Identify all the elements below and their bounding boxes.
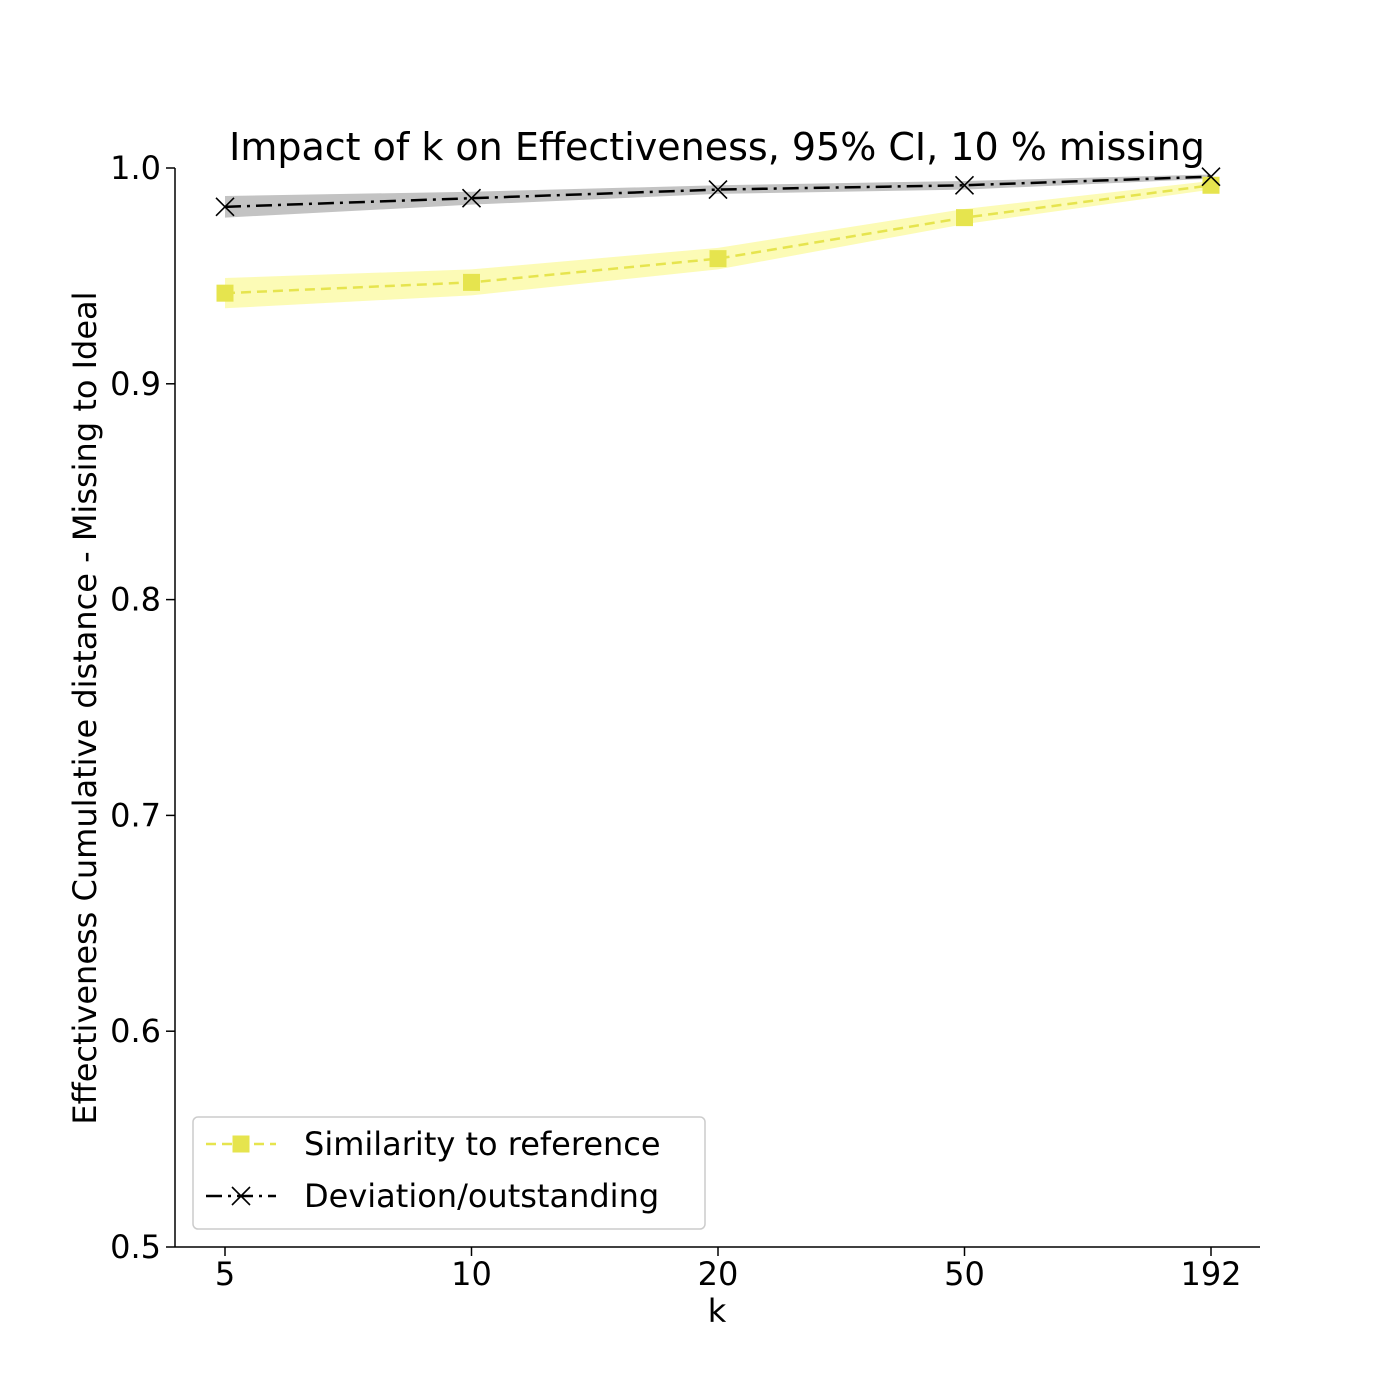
x-tick-label: 10 <box>451 1255 492 1293</box>
legend: Similarity to reference Deviation/outstan… <box>192 1116 706 1230</box>
y-tick-label: 0.5 <box>110 1228 161 1266</box>
y-tick-label: 0.6 <box>110 1012 161 1050</box>
data-point <box>954 175 975 195</box>
data-point <box>708 180 728 200</box>
legend-box <box>192 1116 706 1230</box>
x-tick-label: 50 <box>944 1255 985 1293</box>
series-line-1 <box>224 175 1212 209</box>
y-tick-label: 1.0 <box>110 149 161 187</box>
data-point <box>461 188 482 208</box>
x-tick-label: 192 <box>1180 1255 1241 1293</box>
axes <box>174 168 1260 1248</box>
confidence-bands <box>225 174 1211 309</box>
series-lines <box>224 175 1212 295</box>
series-markers <box>215 167 1221 302</box>
data-point <box>463 273 480 291</box>
y-tick-label: 0.8 <box>110 581 161 619</box>
x-tick-label: 5 <box>215 1255 235 1293</box>
legend-label: Similarity to reference <box>304 1125 661 1163</box>
data-point <box>1201 167 1221 187</box>
data-point <box>215 197 235 217</box>
y-ticks: 0.5 0.6 0.7 0.8 0.9 1.0 <box>110 149 175 1266</box>
data-point <box>1202 176 1220 194</box>
legend-marker <box>231 1186 251 1206</box>
y-tick-label: 0.9 <box>110 365 161 403</box>
legend-marker <box>232 1135 250 1153</box>
series-line-0 <box>224 184 1212 295</box>
x-axis-title: k <box>708 1292 727 1330</box>
y-axis-title: Effectiveness Cumulative distance - Miss… <box>66 291 104 1124</box>
data-point <box>216 284 234 302</box>
x-ticks: 5 10 20 50 192 <box>215 1247 1242 1293</box>
chart-title: Impact of k on Effectiveness, 95% CI, 10… <box>229 125 1205 169</box>
data-point <box>956 209 973 227</box>
data-point <box>709 250 727 268</box>
x-tick-label: 20 <box>698 1255 739 1293</box>
y-tick-label: 0.7 <box>110 796 161 834</box>
legend-label: Deviation/outstanding <box>304 1177 659 1215</box>
